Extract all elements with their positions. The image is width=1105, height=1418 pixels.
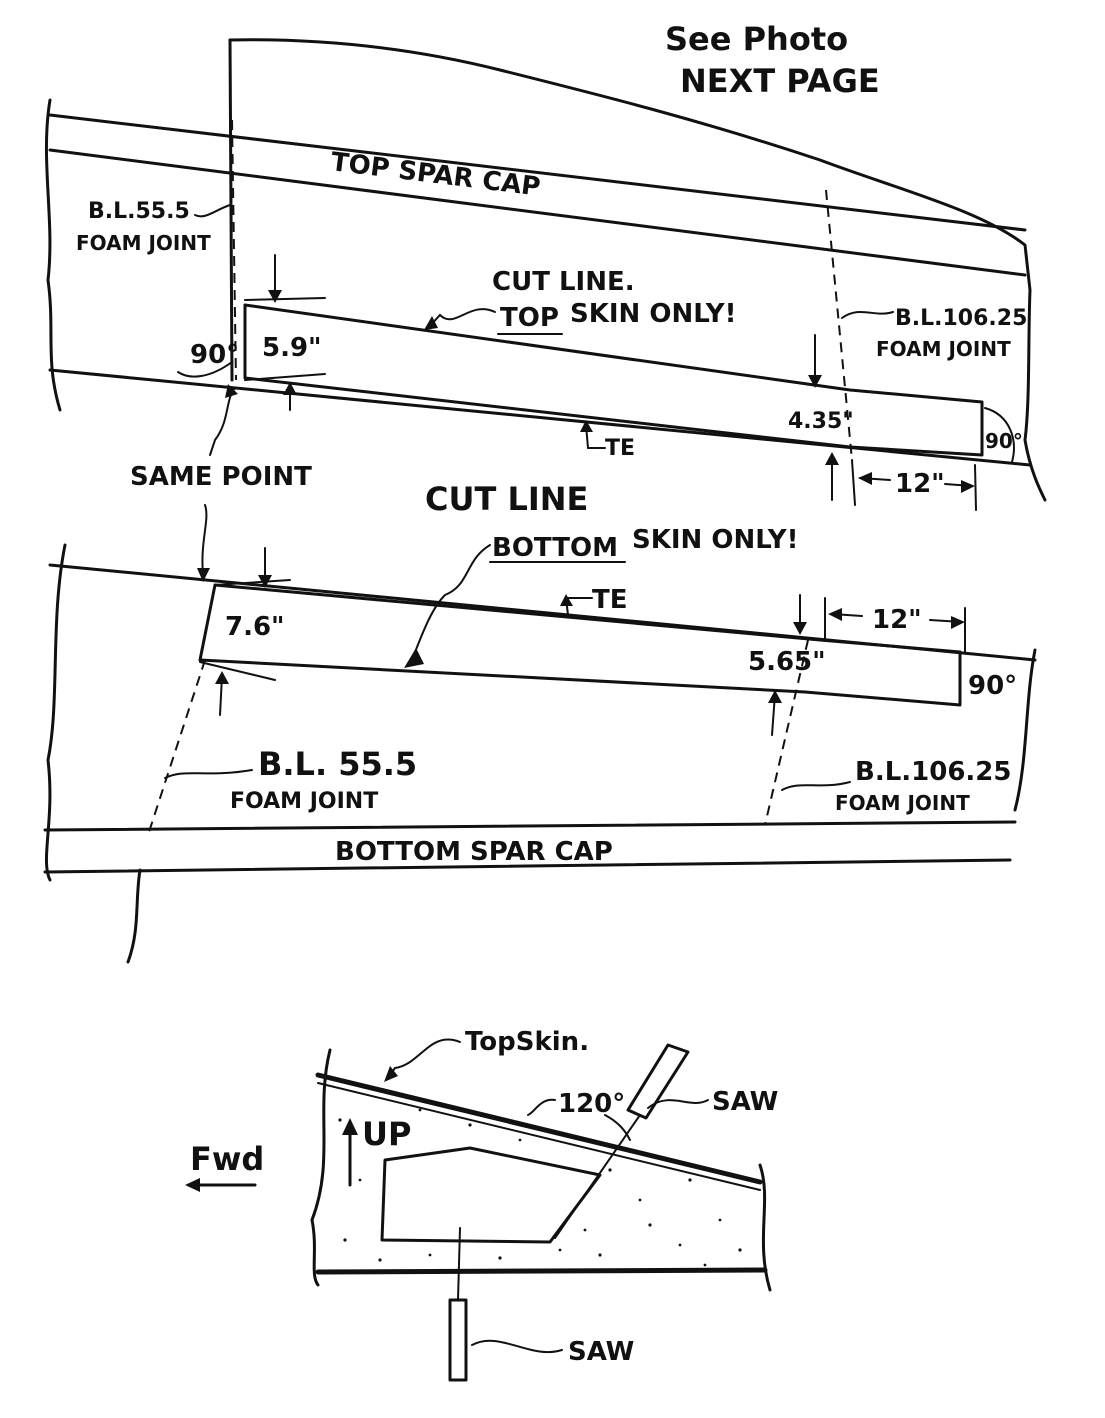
bottom-dim-extension: 12" (872, 605, 922, 635)
top-te-label: TE (605, 436, 635, 461)
top-dim-extension: 12" (895, 469, 945, 499)
lower-saw-blade (457, 1227, 461, 1301)
bottom-wing-right-edge (1013, 648, 1037, 812)
foam-speckle (338, 1108, 742, 1267)
top-wing-outline (228, 38, 1047, 502)
upper-saw-handle (626, 1043, 690, 1120)
note-line2: NEXT PAGE (680, 62, 880, 100)
top-left-joint-line1: B.L.55.5 (88, 199, 190, 224)
bottom-dim-right: 5.65" (748, 647, 826, 677)
header-note: See Photo NEXT PAGE (665, 20, 880, 100)
bottom-right-foam-joint (764, 639, 809, 826)
same-point-callout: SAME POINT (130, 384, 312, 582)
top-te-line (48, 368, 1032, 467)
top-wing-left-edge (44, 98, 62, 412)
lower-saw-label: SAW (568, 1337, 634, 1367)
up-label: UP (362, 1115, 411, 1153)
section-right-edge (758, 1163, 772, 1292)
top-spar-cap-lower (48, 148, 1027, 277)
top-spar-cap-label: TOP SPAR CAP (329, 147, 542, 202)
top-left-trim-line (228, 38, 234, 382)
section-view: SAW SAW TopSkin. 120° UP Fwd (185, 1027, 778, 1382)
bottom-angle-right: 90° (968, 671, 1017, 701)
top-dim-right: 4.35" (788, 409, 854, 434)
bottom-left-foam-joint (147, 659, 206, 836)
bottom-te-label: TE (592, 585, 628, 615)
bottom-cut-line-rest: SKIN ONLY! (632, 525, 798, 555)
section-left-edge (310, 1048, 332, 1287)
bottom-cut-line-emphasis: BOTTOM (492, 533, 618, 563)
upper-saw-label: SAW (712, 1087, 778, 1117)
top-cut-region (243, 303, 984, 457)
top-wing-view: TOP SPAR CAP 5.9" 90° 4.35" 90° (44, 38, 1047, 511)
top-left-joint-line2: FOAM JOINT (76, 231, 211, 255)
top-angle-right: 90° (985, 429, 1023, 453)
note-line1: See Photo (665, 20, 848, 58)
fwd-label: Fwd (190, 1140, 264, 1178)
same-point-label: SAME POINT (130, 462, 312, 492)
top-cut-line-emphasis: TOP (500, 303, 559, 333)
top-skin-line (315, 1072, 763, 1185)
cutout-shape (380, 1146, 602, 1244)
top-left-foam-joint (231, 119, 237, 381)
top-angle-left: 90° (190, 340, 239, 370)
angle-label: 120° (558, 1089, 625, 1119)
top-spar-cap-upper (48, 113, 1027, 232)
top-right-joint-line2: FOAM JOINT (876, 337, 1011, 361)
bottom-right-joint-line1: B.L.106.25 (855, 757, 1011, 787)
bottom-left-joint-line1: B.L. 55.5 (258, 745, 417, 783)
bottom-spar-cap-upper (43, 820, 1017, 832)
bottom-wing-lower-edge (126, 868, 142, 964)
bottom-dim-left: 7.6" (225, 612, 285, 642)
top-cut-line-title: CUT LINE. (492, 267, 635, 297)
top-right-foam-joint (825, 189, 853, 461)
top-skin-label: TopSkin. (465, 1027, 589, 1057)
bottom-wing-view: BOTTOM SPAR CAP 7.6" 5.65" 12" 90° TE CU… (43, 480, 1037, 964)
bottom-left-joint-line2: FOAM JOINT (230, 789, 378, 814)
bottom-skin-line (315, 1267, 768, 1275)
bottom-wing-left-edge (44, 543, 67, 882)
top-dim-left: 5.9" (262, 333, 322, 363)
bottom-cut-line-title: CUT LINE (425, 480, 588, 518)
bottom-cut-region (198, 583, 962, 707)
top-right-joint-line1: B.L.106.25 (895, 306, 1027, 331)
bottom-spar-cap-label: BOTTOM SPAR CAP (335, 837, 613, 867)
bottom-spar-cap-lower (43, 858, 1012, 874)
lower-saw-handle (448, 1298, 468, 1382)
upper-saw-blade (554, 1114, 641, 1239)
bottom-right-joint-line2: FOAM JOINT (835, 791, 970, 815)
top-cut-line-rest: SKIN ONLY! (570, 299, 736, 329)
